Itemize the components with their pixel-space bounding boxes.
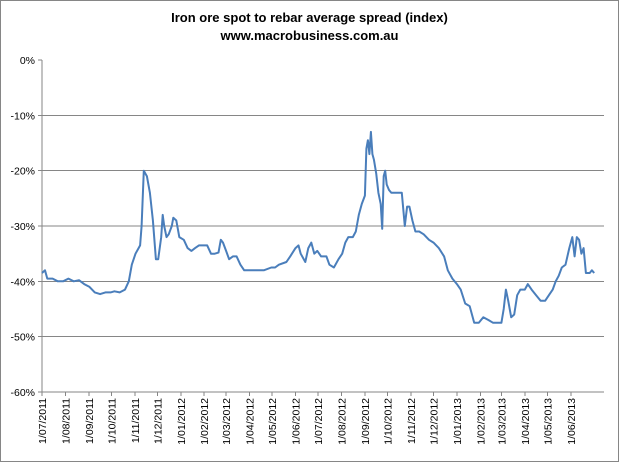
x-tick-label: 1/09/2011	[84, 398, 96, 444]
x-tick-label: 1/05/2012	[267, 398, 279, 445]
x-tick-label: 1/08/2011	[60, 398, 72, 444]
y-tick-label: 0%	[20, 55, 35, 67]
y-tick-label: -10%	[10, 110, 35, 122]
x-tick-label: 1/10/2011	[106, 398, 118, 444]
y-tick-label: -30%	[10, 221, 35, 233]
x-tick-label: 1/03/2012	[221, 398, 233, 445]
x-tick-label: 1/04/2013	[520, 398, 532, 445]
y-tick-label: -20%	[10, 166, 35, 178]
y-tick-label: -50%	[10, 332, 35, 344]
x-tick-label: 1/03/2013	[496, 398, 508, 445]
x-tick-label: 1/08/2012	[336, 398, 348, 445]
x-tick-label: 1/06/2013	[566, 398, 578, 445]
chart-title: Iron ore spot to rebar average spread (i…	[171, 10, 448, 25]
x-tick-label: 1/11/2011	[130, 398, 142, 443]
y-tick-label: -40%	[10, 276, 35, 288]
x-tick-label: 1/07/2011	[37, 398, 49, 444]
x-tick-label: 1/09/2012	[360, 398, 372, 445]
chart-subtitle: www.macrobusiness.com.au	[220, 28, 399, 43]
x-tick-label: 1/07/2012	[313, 398, 325, 445]
x-tick-label: 1/01/2013	[452, 398, 464, 445]
y-tick-label: -60%	[10, 387, 35, 399]
x-tick-label: 1/02/2012	[199, 398, 211, 445]
x-tick-label: 1/04/2012	[244, 398, 256, 445]
x-tick-label: 1/11/2012	[406, 398, 418, 444]
x-tick-label: 1/10/2012	[382, 398, 394, 445]
x-tick-label: 1/12/2011	[152, 398, 164, 444]
x-tick-label: 1/01/2012	[176, 398, 188, 445]
x-tick-label: 1/05/2013	[542, 398, 554, 445]
x-tick-label: 1/12/2012	[429, 398, 441, 445]
x-tick-label: 1/06/2012	[290, 398, 302, 445]
x-tick-label: 1/02/2013	[475, 398, 487, 445]
series-line	[41, 130, 595, 324]
